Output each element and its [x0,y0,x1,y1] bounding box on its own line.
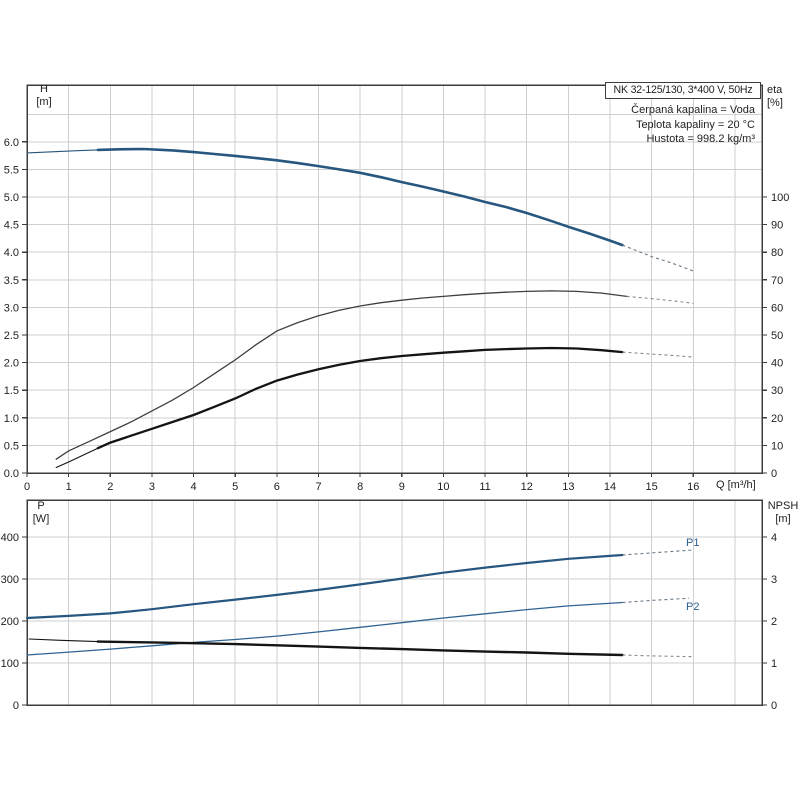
p1-curve-label: P1 [686,537,700,549]
right-axis-tick-label: 90 [771,220,783,232]
pump-model-title: NK 32-125/130, 3*400 V, 50Hz [605,82,761,99]
x-axis-tick-label: 3 [149,481,155,493]
left-axis-tick-label: 200 [1,616,19,628]
curve-eta-pump-extrapolated [626,295,694,304]
plot-frame [26,84,763,474]
x-axis-tick-label: 14 [604,481,616,493]
right-axis-tick-label: 50 [771,330,783,342]
curve-p1-extrapolated [622,549,694,556]
x-axis-tick-label: 1 [66,481,72,493]
right-axis-tick-label: 3 [771,574,777,586]
right-axis-tick-label: 10 [771,440,783,452]
x-axis-tick-label: 8 [357,481,363,493]
right-axis-tick-label: 4 [771,532,777,544]
right-axis-tick-label: 60 [771,302,783,314]
left-axis-tick-label: 100 [1,658,19,670]
curve-h-q-curve-extrapolated [622,244,694,272]
x-axis-tick-label: 16 [687,481,699,493]
left-axis-tick-label: 400 [1,532,19,544]
curve-p2 [26,601,624,656]
left-axis-tick-label: 4.5 [4,220,19,232]
x-axis-tick-label: 7 [315,481,321,493]
x-axis-tick-label: 12 [521,481,533,493]
curve-h-q-curve [96,147,624,247]
left-axis-tick-label: 0.5 [4,440,19,452]
left-axis-tick-label: 6.0 [4,137,19,149]
p2-curve-label: P2 [686,601,700,613]
right-axis-tick-label: 20 [771,413,783,425]
x-axis-tick-label: 10 [437,481,449,493]
curve-npsh-extrapolated [622,654,694,658]
x-axis-tick-label: 2 [107,481,113,493]
x-axis-tick-label: 15 [646,481,658,493]
info-line-density: Hustota = 998.2 kg/m³ [646,133,755,145]
curve-p2-extrapolated [622,597,690,604]
x-axis-tick-label: 0 [24,481,30,493]
curve-h-q-curve-lead [26,149,99,154]
left-axis-tick-label: 0.0 [4,468,19,480]
curve-eta-pump [55,290,628,460]
left-axis-tick-label: 3.5 [4,275,19,287]
left-axis-tick-label: 2.0 [4,358,19,370]
curve-eta-pump-motor [96,346,624,450]
left-axis-tick-label: 4.0 [4,247,19,259]
left-axis-tick-label: 1.0 [4,413,19,425]
eta-axis-title: eta [%] [767,84,783,109]
left-axis-tick-label: 0 [13,700,19,712]
left-axis-tick-label: 2.5 [4,330,19,342]
left-axis-tick-label: 300 [1,574,19,586]
curve-eta-pump-motor-extrapolated [622,351,694,358]
x-axis-tick-label: 9 [399,481,405,493]
curve-npsh [96,640,624,657]
x-axis-tick-label: 5 [232,481,238,493]
info-line-liquid: Čerpaná kapalina = Voda [631,104,755,116]
left-axis-tick-label: 5.5 [4,164,19,176]
right-axis-tick-label: 2 [771,616,777,628]
x-axis-tick-label: 4 [191,481,197,493]
curve-p1 [25,553,624,620]
power-axis-title: P [W] [32,500,50,525]
right-axis-tick-label: 100 [771,192,789,204]
curve-eta-pump-motor-lead [55,447,99,469]
right-axis-tick-label: 70 [771,275,783,287]
left-axis-tick-label: 3.0 [4,302,19,314]
curve-npsh-lead [28,638,99,643]
liquid-info-block: Čerpaná kapalina = Voda Teplota kapaliny… [455,103,755,147]
flow-axis-title: Q [m³/h] [716,479,756,491]
head-axis-title: H [m] [36,83,52,108]
info-line-temperature: Teplota kapaliny = 20 °C [635,118,755,131]
right-axis-tick-label: 80 [771,247,783,259]
right-axis-tick-label: 0 [771,468,777,480]
x-axis-tick-label: 13 [562,481,574,493]
right-axis-tick-label: 1 [771,658,777,670]
plot-frame [26,499,763,706]
right-axis-tick-label: 30 [771,385,783,397]
x-axis-tick-label: 11 [479,481,490,493]
right-axis-tick-label: 40 [771,358,783,370]
x-axis-tick-label: 6 [274,481,280,493]
left-axis-tick-label: 5.0 [4,192,19,204]
left-axis-tick-label: 1.5 [4,385,19,397]
right-axis-tick-label: 0 [771,700,777,712]
npsh-axis-title: NPSH [m] [767,500,799,525]
